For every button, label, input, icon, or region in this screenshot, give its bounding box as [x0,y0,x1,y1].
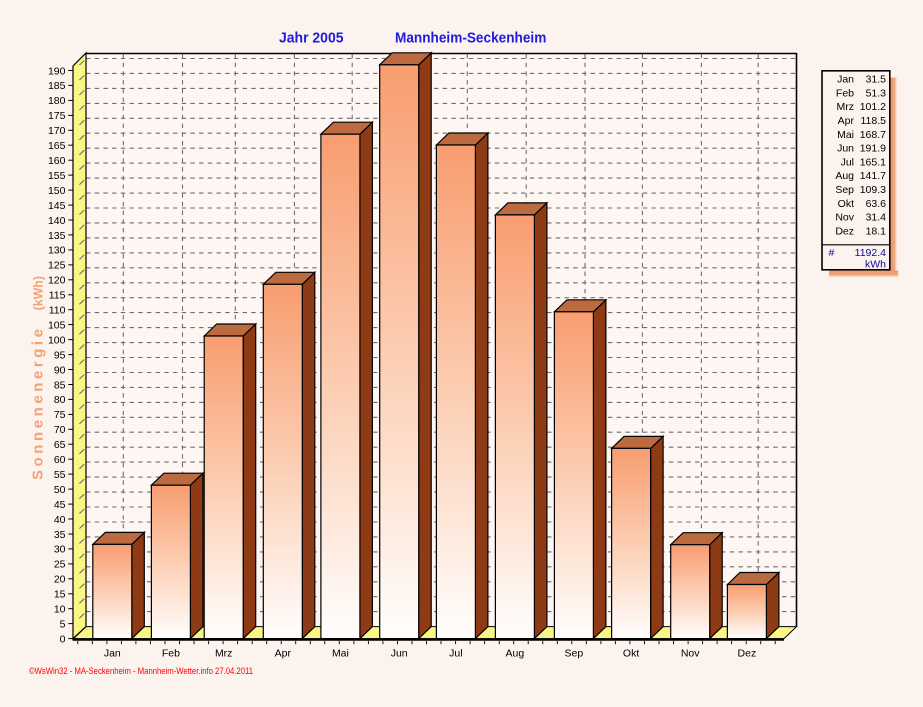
svg-text:165.1: 165.1 [860,156,886,168]
svg-text:110: 110 [49,305,66,317]
svg-text:Mannheim-Seckenheim: Mannheim-Seckenheim [395,30,546,47]
svg-text:Sep: Sep [565,648,584,660]
svg-text:25: 25 [54,559,66,571]
svg-text:101.2: 101.2 [860,101,886,113]
svg-text:150: 150 [48,185,66,197]
svg-text:35: 35 [54,529,66,541]
svg-text:Jun: Jun [837,143,854,155]
svg-text:10: 10 [54,604,66,616]
svg-text:160: 160 [48,155,66,167]
svg-text:18.1: 18.1 [866,225,887,237]
svg-text:Apr: Apr [838,115,855,127]
svg-text:Jan: Jan [837,74,854,86]
svg-text:Dez: Dez [835,225,854,237]
svg-text:50: 50 [54,484,66,496]
svg-text:Nov: Nov [835,212,854,224]
svg-text:Mrz: Mrz [837,101,855,113]
svg-text:Okt: Okt [623,648,639,660]
svg-text:(kWh): (kWh) [31,276,46,310]
svg-text:90: 90 [54,364,66,376]
svg-text:190: 190 [48,65,66,77]
svg-text:Jan: Jan [104,648,121,660]
svg-text:Feb: Feb [836,87,854,99]
svg-text:45: 45 [54,499,66,511]
svg-text:120: 120 [48,275,66,287]
svg-text:Sep: Sep [835,184,854,196]
svg-text:141.7: 141.7 [860,170,886,182]
svg-text:60: 60 [54,454,66,466]
svg-text:Okt: Okt [838,198,854,210]
svg-text:kWh: kWh [865,258,886,270]
svg-text:Mai: Mai [332,648,349,660]
svg-text:140: 140 [48,215,66,227]
svg-text:180: 180 [48,95,66,107]
svg-text:80: 80 [54,394,66,406]
svg-text:30: 30 [54,544,66,556]
svg-text:1192.4: 1192.4 [855,247,886,259]
svg-text:5: 5 [60,618,66,630]
svg-text:185: 185 [48,80,66,92]
svg-text:155: 155 [48,170,66,182]
svg-text:95: 95 [54,349,66,361]
svg-text:Jahr 2005: Jahr 2005 [279,30,344,47]
svg-text:#: # [829,247,835,259]
svg-text:145: 145 [48,200,66,212]
svg-text:130: 130 [48,245,66,257]
svg-text:70: 70 [54,424,66,436]
svg-text:75: 75 [54,409,66,421]
svg-text:170: 170 [48,125,66,137]
svg-text:Jul: Jul [449,648,462,660]
svg-text:Feb: Feb [162,648,180,660]
svg-text:85: 85 [54,379,66,391]
svg-text:63.6: 63.6 [866,198,887,210]
svg-text:135: 135 [48,230,66,242]
svg-text:Sonnenenergie: Sonnenenergie [30,329,47,480]
svg-text:125: 125 [48,260,66,272]
svg-text:175: 175 [48,110,66,122]
svg-text:100: 100 [48,334,66,346]
svg-text:Apr: Apr [275,648,292,660]
svg-text:31.4: 31.4 [866,212,887,224]
svg-text:Aug: Aug [835,170,854,182]
svg-text:Dez: Dez [738,648,757,660]
svg-text:55: 55 [54,469,66,481]
svg-text:165: 165 [48,140,66,152]
svg-text:15: 15 [54,589,66,601]
svg-text:191.9: 191.9 [860,143,886,155]
svg-text:118.5: 118.5 [861,115,887,127]
svg-text:51.3: 51.3 [866,87,887,99]
svg-text:Aug: Aug [506,648,525,660]
svg-text:105: 105 [48,319,66,331]
svg-text:Jun: Jun [391,648,408,660]
svg-text:20: 20 [54,574,66,586]
svg-text:65: 65 [54,439,66,451]
svg-text:Jul: Jul [841,156,854,168]
svg-text:0: 0 [60,633,66,645]
svg-text:©WsWin32 - MA-Seckenheim - Man: ©WsWin32 - MA-Seckenheim - Mannheim-Wett… [29,666,253,677]
svg-text:Mai: Mai [837,129,854,141]
svg-text:168.7: 168.7 [860,129,886,141]
svg-text:40: 40 [54,514,66,526]
svg-text:Mrz: Mrz [215,648,233,660]
svg-text:Nov: Nov [681,648,700,660]
svg-text:109.3: 109.3 [860,184,886,196]
svg-text:115: 115 [49,290,66,302]
svg-text:31.5: 31.5 [866,74,887,86]
